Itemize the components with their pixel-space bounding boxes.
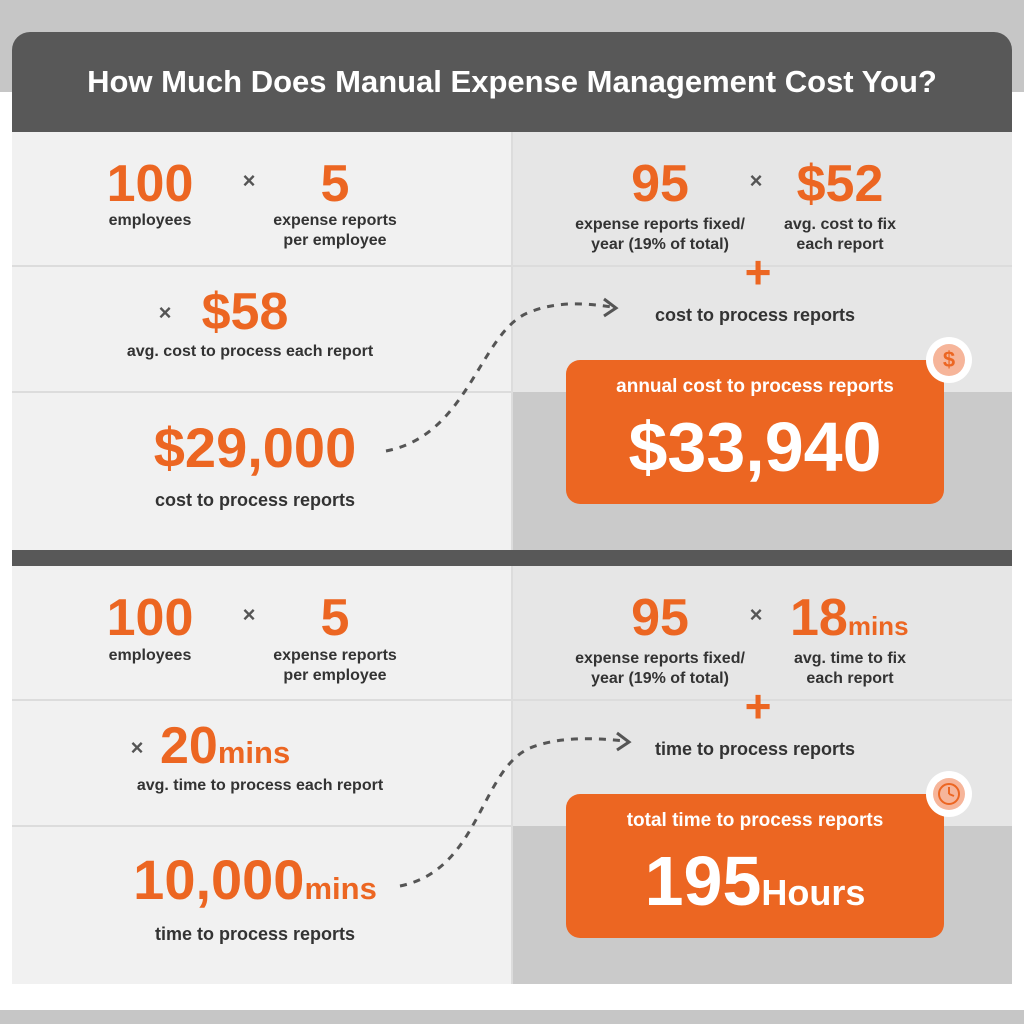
cost-per-report-value: $58	[201, 283, 289, 341]
time-fixed-reports-label: year (19% of total)	[591, 670, 729, 687]
times-symbol: ×	[158, 300, 172, 325]
row-divider	[12, 825, 512, 827]
cost-plus-caption: cost to process reports	[654, 305, 856, 325]
times-symbol: ×	[749, 168, 763, 193]
time-fixed-reports-value: 95	[631, 589, 689, 647]
time-total-unit: Hours	[761, 872, 866, 913]
cost-subtotal-label: cost to process reports	[154, 490, 356, 510]
cost-fix-label: avg. cost to fix	[783, 216, 897, 233]
time-left-panel	[12, 566, 512, 984]
time-subtotal-unit: mins	[304, 871, 377, 906]
cost-reports-value: 5	[320, 155, 350, 213]
time-total-label: total time to process reports	[626, 810, 884, 831]
time-badge	[926, 771, 972, 817]
time-total-value: 195	[644, 842, 762, 920]
time-subtotal: 10,000mins	[100, 852, 410, 908]
cost-reports-label: expense reports	[273, 212, 397, 229]
cost-total-box	[566, 360, 944, 504]
row-divider	[12, 391, 512, 393]
cost-per-report-label: avg. cost to process each report	[126, 343, 374, 360]
time-fix-label: avg. time to fix	[793, 650, 907, 667]
time-reports-label: expense reports	[273, 647, 397, 664]
bottom-band	[0, 1010, 1024, 1024]
time-per-report: 20mins	[160, 720, 360, 772]
time-per-report-label: avg. time to process each report	[136, 777, 384, 794]
time-reports-label: per employee	[283, 667, 387, 684]
cost-fix-label: each report	[796, 236, 884, 253]
plus-symbol: +	[744, 246, 772, 298]
dollar-icon: $	[933, 344, 965, 376]
time-reports-value: 5	[320, 589, 350, 647]
cost-reports-label: per employee	[283, 232, 387, 249]
cost-fixed-reports-label: year (19% of total)	[591, 236, 729, 253]
cost-fixed-reports-value: 95	[631, 155, 689, 213]
title-bar	[12, 32, 1012, 132]
time-fix-label: each report	[806, 670, 894, 687]
time-per-report-unit: mins	[217, 735, 291, 770]
cost-badge: $	[926, 337, 972, 383]
time-subtotal-label: time to process reports	[154, 924, 356, 944]
times-symbol: ×	[749, 602, 763, 627]
time-plus-caption: time to process reports	[654, 739, 856, 759]
column-divider	[511, 566, 513, 984]
cost-total-label: annual cost to process reports	[616, 376, 894, 397]
time-total-box	[566, 794, 944, 938]
time-fix: 18mins	[790, 592, 940, 644]
time-fix-unit: mins	[847, 611, 909, 641]
time-employees-value: 100	[106, 589, 194, 647]
cost-employees-label: employees	[108, 212, 192, 229]
time-employees-label: employees	[108, 647, 192, 664]
time-subtotal-value: 10,000	[133, 848, 305, 911]
clock-face	[938, 783, 960, 805]
time-per-report-value: 20	[160, 717, 218, 775]
section-divider	[12, 550, 1012, 566]
time-fix-value: 18	[790, 589, 848, 647]
times-symbol: ×	[242, 168, 256, 193]
plus-symbol: +	[744, 680, 772, 732]
times-symbol: ×	[242, 602, 256, 627]
page-title: How Much Does Manual Expense Management …	[87, 64, 937, 99]
cost-fixed-reports-label: expense reports fixed/	[575, 216, 745, 233]
cost-fix-value: $52	[796, 155, 884, 213]
cost-total-value: $33,940	[628, 408, 882, 486]
times-symbol: ×	[130, 735, 144, 760]
clock-icon	[933, 778, 965, 810]
column-divider	[511, 132, 513, 550]
time-total: 195Hours	[566, 846, 944, 916]
cost-employees-value: 100	[106, 155, 194, 213]
cost-subtotal-value: $29,000	[153, 416, 357, 479]
cost-left-panel	[12, 132, 512, 550]
time-fixed-reports-label: expense reports fixed/	[575, 650, 745, 667]
